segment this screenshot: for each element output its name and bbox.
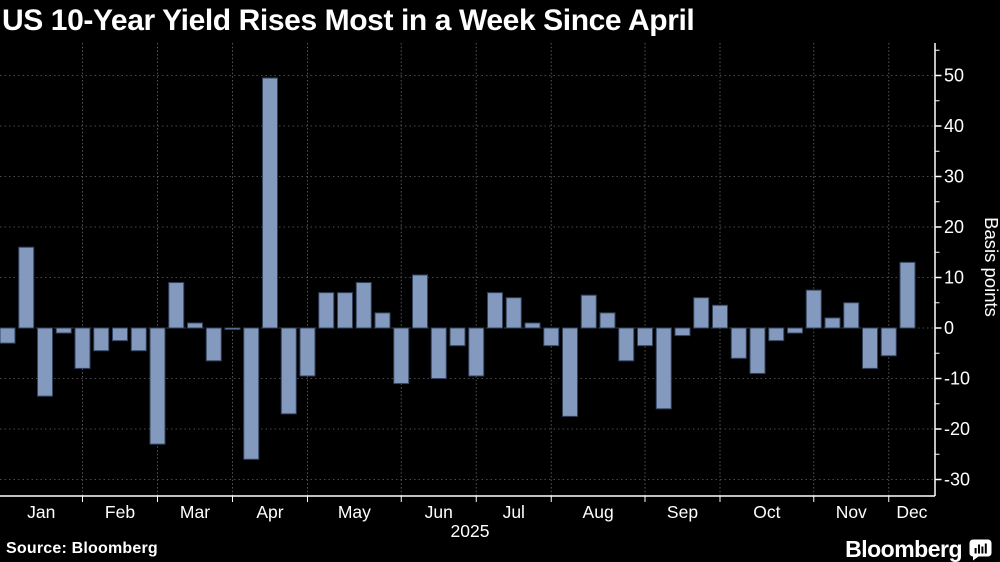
bar-week-26 <box>468 327 485 377</box>
y-tick-label: -30 <box>944 470 970 490</box>
bar-week-48 <box>880 327 897 357</box>
bar-week-18 <box>318 292 335 329</box>
bar-week-25 <box>449 327 466 347</box>
bar-week-43 <box>787 327 803 334</box>
y-axis-title: Basis points <box>981 217 1000 317</box>
y-tick-label: -20 <box>944 419 970 439</box>
bar-week-49 <box>899 261 916 329</box>
bar-week-29 <box>524 322 541 329</box>
month-label-jan: Jan <box>27 502 55 522</box>
bar-week-44 <box>805 289 822 329</box>
bar-week-16 <box>280 327 297 415</box>
bloomberg-wordmark: Bloomberg <box>845 536 962 562</box>
month-label-nov: Nov <box>836 502 867 522</box>
bar-week-6 <box>93 327 110 352</box>
bar-week-38 <box>693 297 710 329</box>
y-tick-label: 0 <box>944 318 954 338</box>
bar-week-19 <box>337 292 353 329</box>
month-label-dec: Dec <box>896 502 927 522</box>
chart-title: US 10-Year Yield Rises Most in a Week Si… <box>2 4 695 37</box>
bar-week-5 <box>74 327 91 369</box>
bar-week-4 <box>55 327 72 334</box>
bloomberg-logo: Bloomberg <box>845 536 992 562</box>
bar-week-15 <box>262 77 278 329</box>
bar-week-1 <box>0 327 16 344</box>
bloomberg-bug-icon <box>969 539 992 560</box>
bar-week-28 <box>505 297 522 329</box>
y-tick-label: 40 <box>944 116 964 136</box>
bar-week-31 <box>562 327 578 417</box>
month-label-jul: Jul <box>503 502 525 522</box>
month-label-jun: Jun <box>425 502 453 522</box>
bar-week-7 <box>112 327 128 342</box>
bar-week-36 <box>655 327 672 410</box>
bar-week-21 <box>374 312 391 329</box>
bar-week-40 <box>730 327 747 359</box>
y-tick-label: 20 <box>944 217 964 237</box>
month-label-mar: Mar <box>180 502 210 522</box>
y-tick-label: 50 <box>944 66 964 86</box>
bar-week-24 <box>430 327 447 379</box>
bar-week-17 <box>299 327 316 377</box>
month-label-feb: Feb <box>105 502 135 522</box>
month-label-sep: Sep <box>667 502 698 522</box>
bar-week-13 <box>224 327 241 331</box>
bar-week-39 <box>712 304 728 329</box>
bar-week-14 <box>243 327 260 460</box>
bar-week-32 <box>580 294 597 329</box>
bar-week-11 <box>187 322 203 329</box>
bar-week-27 <box>487 292 503 329</box>
month-label-apr: Apr <box>256 502 283 522</box>
bar-week-10 <box>168 282 185 329</box>
bar-week-42 <box>768 327 785 342</box>
bar-week-34 <box>618 327 635 362</box>
month-label-aug: Aug <box>583 502 614 522</box>
bar-week-33 <box>599 312 616 329</box>
bar-week-30 <box>543 327 560 347</box>
bar-week-23 <box>412 274 428 329</box>
bar-week-8 <box>130 327 147 352</box>
y-tick-label: -10 <box>944 369 970 389</box>
year-label: 2025 <box>451 521 490 541</box>
bar-week-46 <box>843 302 860 329</box>
bar-week-3 <box>37 327 53 397</box>
y-tick-label: 30 <box>944 167 964 187</box>
bar-week-41 <box>749 327 766 374</box>
bar-week-45 <box>824 317 841 329</box>
y-tick-label: 10 <box>944 268 964 288</box>
bar-week-37 <box>674 327 691 337</box>
bar-week-9 <box>149 327 166 445</box>
bar-week-12 <box>205 327 222 362</box>
bar-week-47 <box>862 327 878 369</box>
bar-week-2 <box>18 246 35 329</box>
bar-week-35 <box>637 327 653 347</box>
bar-week-20 <box>355 282 372 329</box>
source-note: Source: Bloomberg <box>6 540 158 557</box>
month-label-may: May <box>338 502 371 522</box>
month-label-oct: Oct <box>753 502 780 522</box>
bar-week-22 <box>393 327 410 385</box>
